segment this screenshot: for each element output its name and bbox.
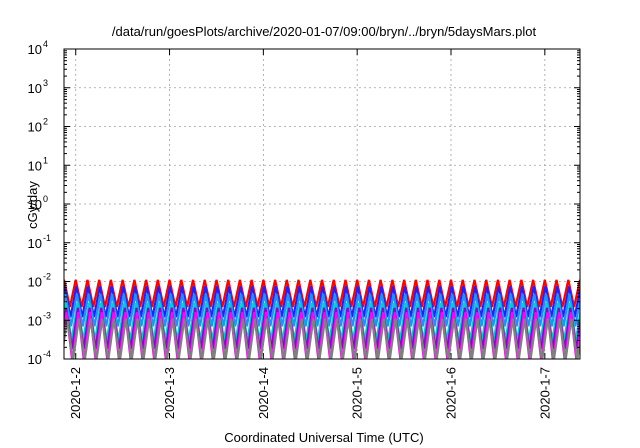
y-tick-exponent: -3 [43, 310, 51, 320]
y-tick-label: 10 [28, 313, 42, 328]
y-tick-exponent: -2 [43, 272, 51, 282]
x-tick-label: 2020-1-6 [444, 367, 459, 419]
y-tick-exponent: -4 [43, 349, 51, 359]
y-tick-exponent: 4 [43, 39, 48, 49]
y-tick-label: 10 [28, 158, 42, 173]
y-tick-label: 10 [28, 275, 42, 290]
series-line [64, 302, 580, 341]
y-tick-label: 10 [28, 236, 42, 251]
y-tick-label: 10 [28, 352, 42, 367]
y-tick-exponent: 1 [43, 155, 48, 165]
x-axis-label: Coordinated Universal Time (UTC) [224, 430, 423, 445]
y-tick-exponent: 0 [43, 194, 48, 204]
x-tick-label: 2020-1-3 [162, 367, 177, 419]
x-tick-label: 2020-1-2 [68, 367, 83, 419]
y-tick-label: 10 [28, 120, 42, 135]
series-line [64, 279, 580, 308]
series-line [64, 318, 580, 359]
x-tick-label: 2020-1-7 [537, 367, 552, 419]
series-line [64, 286, 580, 318]
series-group [64, 279, 580, 359]
y-tick-label: 10 [28, 81, 42, 96]
series-line [64, 293, 580, 327]
x-tick-label: 2020-1-4 [256, 367, 271, 419]
y-tick-exponent: -1 [43, 233, 51, 243]
y-tick-label: 10 [28, 197, 42, 212]
y-tick-exponent: 3 [43, 78, 48, 88]
y-tick-label: 10 [28, 42, 42, 57]
y-axis-label: cGy/day [25, 181, 40, 229]
chart-title: /data/run/goesPlots/archive/2020-01-07/0… [112, 24, 537, 39]
x-tick-label: 2020-1-5 [350, 367, 365, 419]
y-tick-exponent: 2 [43, 117, 48, 127]
